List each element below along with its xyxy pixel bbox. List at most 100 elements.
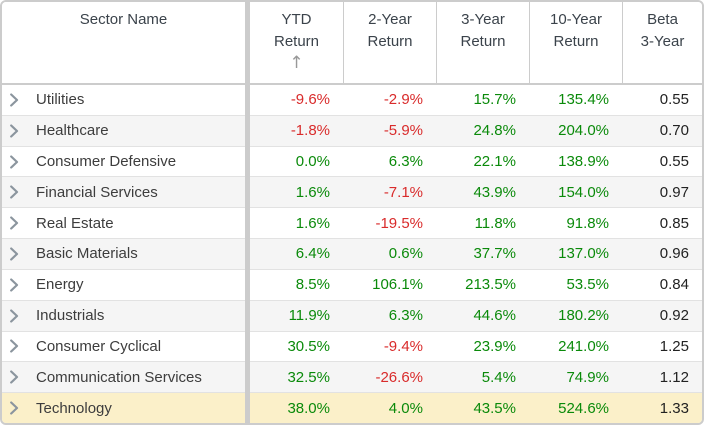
expand-chevron-icon[interactable]	[9, 370, 31, 384]
10-year-return-value: 180.2%	[529, 299, 622, 331]
column-header-label: Beta	[647, 11, 678, 28]
column-header-10-year-return[interactable]: 10-Year Return	[529, 2, 622, 83]
table-row[interactable]: Industrials 11.9% 6.3% 44.6% 180.2% 0.92	[2, 299, 702, 331]
beta-value: 0.84	[622, 268, 702, 300]
column-divider	[245, 268, 250, 300]
sector-name-label: Utilities	[36, 91, 85, 109]
table-row[interactable]: Utilities -9.6% -2.9% 15.7% 135.4% 0.55	[2, 85, 702, 115]
column-divider	[245, 238, 250, 269]
2-year-return-value: 106.1%	[343, 268, 436, 300]
table-row[interactable]: Technology 38.0% 4.0% 43.5% 524.6% 1.33	[2, 392, 702, 423]
3-year-return-value: 213.5%	[436, 268, 529, 300]
column-header-label: 3-Year	[640, 33, 685, 50]
ytd-return-value: -9.6%	[250, 85, 343, 115]
ytd-return-value: 38.0%	[250, 392, 343, 423]
ytd-return-value: 1.6%	[250, 176, 343, 208]
3-year-return-value: 22.1%	[436, 145, 529, 177]
beta-value: 0.97	[622, 176, 702, 208]
column-divider	[245, 330, 250, 362]
column-divider	[245, 176, 250, 208]
table-row[interactable]: Financial Services 1.6% -7.1% 43.9% 154.…	[2, 176, 702, 208]
table-row[interactable]: Consumer Defensive 0.0% 6.3% 22.1% 138.9…	[2, 145, 702, 177]
3-year-return-value: 43.5%	[436, 392, 529, 423]
table-row[interactable]: Real Estate 1.6% -19.5% 11.8% 91.8% 0.85	[2, 207, 702, 239]
column-header-ytd-return[interactable]: YTD Return ↑	[250, 2, 343, 83]
sector-name-label: Consumer Cyclical	[36, 337, 162, 355]
3-year-return-value: 37.7%	[436, 238, 529, 269]
beta-value: 0.55	[622, 145, 702, 177]
expand-chevron-icon[interactable]	[9, 308, 31, 323]
expand-chevron-icon[interactable]	[9, 339, 31, 354]
10-year-return-value: 91.8%	[529, 207, 622, 239]
expand-chevron-icon[interactable]	[9, 154, 31, 169]
expand-chevron-icon[interactable]	[9, 247, 31, 261]
3-year-return-value: 24.8%	[436, 114, 529, 146]
3-year-return-value: 11.8%	[436, 207, 529, 239]
sector-name-label: Consumer Defensive	[36, 153, 177, 171]
sector-name-label: Real Estate	[36, 214, 114, 232]
ytd-return-value: 32.5%	[250, 361, 343, 393]
column-divider	[245, 145, 250, 177]
column-header-label: Return	[553, 33, 599, 50]
beta-value: 1.25	[622, 330, 702, 362]
sort-ascending-icon: ↑	[289, 53, 304, 73]
expand-chevron-icon[interactable]	[9, 185, 31, 199]
2-year-return-value: 6.3%	[343, 145, 436, 177]
column-divider	[245, 114, 250, 146]
2-year-return-value: -26.6%	[343, 361, 436, 393]
sector-name-label: Energy	[36, 276, 84, 294]
table-header: Sector Name YTD Return ↑ 2-Year Return 3…	[2, 2, 702, 85]
3-year-return-value: 23.9%	[436, 330, 529, 362]
expand-chevron-icon[interactable]	[9, 93, 31, 107]
expand-chevron-icon[interactable]	[9, 278, 31, 292]
table-row[interactable]: Consumer Cyclical 30.5% -9.4% 23.9% 241.…	[2, 330, 702, 362]
10-year-return-value: 74.9%	[529, 361, 622, 393]
column-header-label: Return	[273, 33, 320, 50]
column-header-2-year-return[interactable]: 2-Year Return	[343, 2, 436, 83]
ytd-return-value: 6.4%	[250, 238, 343, 269]
column-header-label: Sector Name	[79, 11, 168, 28]
sector-name-label: Financial Services	[36, 183, 158, 201]
column-divider	[245, 392, 250, 423]
3-year-return-value: 43.9%	[436, 176, 529, 208]
10-year-return-value: 204.0%	[529, 114, 622, 146]
beta-value: 0.96	[622, 238, 702, 269]
2-year-return-value: 0.6%	[343, 238, 436, 269]
beta-value: 1.33	[622, 392, 702, 423]
column-header-label: Return	[460, 33, 506, 50]
table-row[interactable]: Energy 8.5% 106.1% 213.5% 53.5% 0.84	[2, 268, 702, 300]
column-header-label: 2-Year	[368, 11, 412, 28]
2-year-return-value: -5.9%	[343, 114, 436, 146]
beta-value: 0.70	[622, 114, 702, 146]
ytd-return-value: 30.5%	[250, 330, 343, 362]
10-year-return-value: 241.0%	[529, 330, 622, 362]
table-row[interactable]: Basic Materials 6.4% 0.6% 37.7% 137.0% 0…	[2, 238, 702, 269]
2-year-return-value: -7.1%	[343, 176, 436, 208]
sector-name-label: Technology	[36, 399, 112, 417]
sector-name-label: Communication Services	[36, 368, 202, 386]
table-row[interactable]: Communication Services 32.5% -26.6% 5.4%…	[2, 361, 702, 393]
ytd-return-value: 8.5%	[250, 268, 343, 300]
beta-value: 0.92	[622, 299, 702, 331]
sector-name-label: Industrials	[36, 307, 105, 325]
sector-name-label: Healthcare	[36, 122, 109, 140]
column-header-beta-3-year[interactable]: Beta 3-Year	[622, 2, 702, 83]
3-year-return-value: 15.7%	[436, 85, 529, 115]
beta-value: 0.55	[622, 85, 702, 115]
table-row[interactable]: Healthcare -1.8% -5.9% 24.8% 204.0% 0.70	[2, 114, 702, 146]
expand-chevron-icon[interactable]	[9, 124, 31, 138]
10-year-return-value: 154.0%	[529, 176, 622, 208]
2-year-return-value: 4.0%	[343, 392, 436, 423]
column-header-sector-name[interactable]: Sector Name	[2, 2, 245, 83]
10-year-return-value: 138.9%	[529, 145, 622, 177]
column-header-3-year-return[interactable]: 3-Year Return	[436, 2, 529, 83]
2-year-return-value: -9.4%	[343, 330, 436, 362]
column-divider	[245, 361, 250, 393]
column-header-label: 3-Year	[461, 11, 505, 28]
expand-chevron-icon[interactable]	[9, 401, 31, 415]
2-year-return-value: -2.9%	[343, 85, 436, 115]
ytd-return-value: 1.6%	[250, 207, 343, 239]
column-header-label: 10-Year	[550, 11, 602, 28]
expand-chevron-icon[interactable]	[9, 216, 31, 230]
